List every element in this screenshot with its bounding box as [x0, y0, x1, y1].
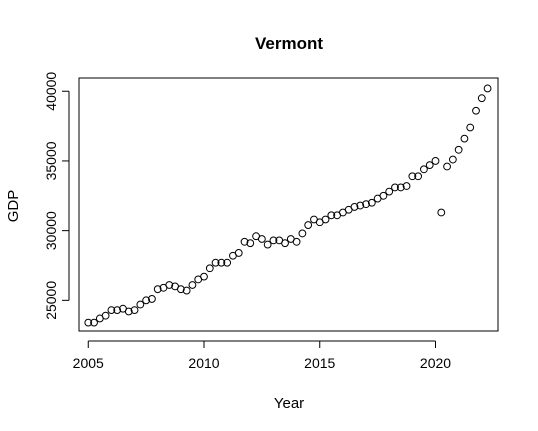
data-point: [205, 264, 214, 273]
y-axis: 25000 30000 35000 40000: [43, 72, 70, 320]
data-point: [165, 281, 174, 289]
data-point: [107, 306, 116, 314]
data-point: [188, 281, 197, 289]
data-point: [431, 157, 440, 165]
data-point: [385, 187, 394, 196]
data-point: [362, 200, 370, 209]
data-point: [142, 296, 151, 305]
data-point: [113, 306, 122, 314]
data-point: [321, 215, 330, 224]
data-point: [90, 318, 98, 327]
data-point: [425, 161, 434, 170]
y-tick-label: 40000: [43, 72, 59, 111]
data-point: [437, 208, 446, 217]
data-point: [269, 236, 278, 245]
data-point: [414, 172, 423, 181]
data-point: [298, 229, 307, 238]
data-point: [466, 123, 475, 132]
data-point: [84, 318, 93, 327]
data-point: [350, 203, 359, 211]
data-point: [136, 300, 145, 309]
data-point: [454, 145, 463, 154]
data-point: [211, 258, 220, 267]
data-point: [420, 165, 428, 174]
x-tick-label: 2010: [188, 355, 219, 371]
data-point: [281, 239, 289, 248]
data-point: [396, 183, 405, 192]
y-tick-label: 25000: [43, 281, 59, 320]
data-point: [257, 235, 266, 243]
data-point: [356, 201, 365, 210]
data-point: [263, 240, 272, 249]
x-tick-label: 2015: [304, 355, 335, 371]
plot-frame: [78, 77, 499, 332]
data-point: [101, 311, 110, 320]
data-point: [217, 258, 226, 267]
data-point: [153, 285, 162, 294]
chart-title: Vermont: [255, 34, 323, 53]
x-tick-label: 2005: [73, 355, 104, 371]
data-point: [148, 295, 156, 303]
x-axis-label: Year: [274, 395, 304, 412]
data-point: [483, 84, 492, 93]
data-point: [460, 134, 469, 143]
y-tick-label: 30000: [43, 211, 59, 250]
data-point: [176, 285, 185, 294]
data-point: [200, 272, 208, 281]
data-point: [391, 183, 399, 192]
y-tick-label: 35000: [43, 141, 59, 180]
data-point: [240, 237, 249, 246]
data-point: [448, 155, 457, 164]
x-axis: 2005 2010 2015 2020: [73, 340, 451, 371]
data-point: [246, 239, 255, 248]
data-point: [379, 191, 388, 200]
data-point: [304, 221, 313, 229]
data-point: [402, 182, 411, 190]
data-point: [124, 307, 133, 316]
data-point: [327, 211, 336, 220]
y-axis-label: GDP: [5, 190, 22, 223]
data-point: [472, 106, 480, 115]
data-point: [477, 94, 486, 103]
data-point: [130, 306, 139, 314]
data-points: [84, 84, 492, 327]
data-point: [292, 237, 301, 246]
data-point: [443, 162, 451, 171]
data-point: [223, 258, 232, 267]
data-point: [367, 198, 376, 207]
data-point: [408, 172, 417, 181]
data-point: [182, 286, 191, 295]
data-point: [234, 249, 243, 257]
x-tick-label: 2020: [420, 355, 451, 371]
